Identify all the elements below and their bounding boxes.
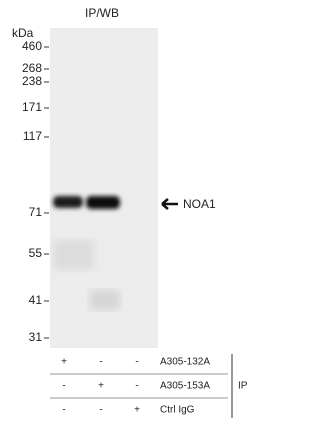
- lane-sign: +: [134, 405, 140, 416]
- marker-label: 268: [22, 61, 42, 75]
- antibody-label: A305-153A: [160, 381, 210, 392]
- marker-label: 238: [22, 74, 42, 88]
- marker-label: 171: [22, 100, 42, 114]
- blot-title: IP/WB: [85, 6, 119, 20]
- marker-label: 71: [29, 205, 43, 219]
- target-label: NOA1: [183, 197, 216, 211]
- group-label: IP: [238, 381, 248, 392]
- lane-sign: -: [62, 405, 65, 416]
- background-smear: [54, 240, 94, 270]
- marker-label: 117: [23, 129, 42, 143]
- lane-sign: -: [99, 405, 102, 416]
- marker-label: 460: [22, 39, 42, 53]
- marker-label: 41: [29, 293, 43, 307]
- background-smear: [90, 290, 120, 310]
- antibody-label: A305-132A: [160, 357, 210, 368]
- antibody-label: Ctrl IgG: [160, 405, 195, 416]
- lane-sign: -: [135, 381, 138, 392]
- lane-sign: +: [61, 357, 67, 368]
- arrow: [161, 198, 178, 210]
- lane-sign: -: [135, 357, 138, 368]
- lane-sign: -: [62, 381, 65, 392]
- band: [86, 196, 120, 209]
- marker-label: 55: [29, 246, 43, 260]
- lane-sign: +: [98, 381, 104, 392]
- unit-label: kDa: [12, 26, 34, 40]
- marker-label: 31: [29, 330, 43, 344]
- lane-sign: -: [99, 357, 102, 368]
- band: [53, 196, 83, 208]
